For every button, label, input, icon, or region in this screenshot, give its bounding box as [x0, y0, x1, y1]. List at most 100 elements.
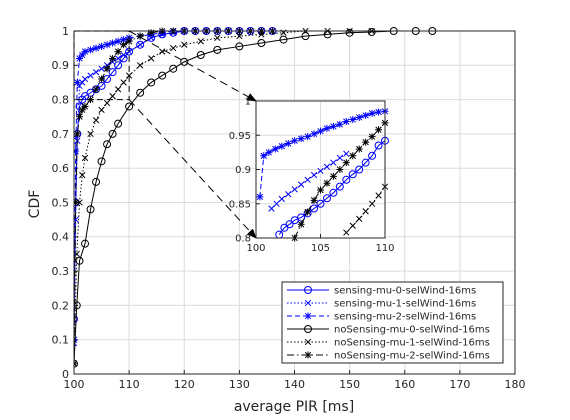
legend-entry: sensing-mu-0-selWind-16ms — [287, 286, 476, 297]
inset-data-point — [297, 220, 305, 228]
data-point — [87, 130, 94, 138]
inset-data-point — [260, 152, 268, 160]
inset-axes: 100 105 110 0.8 0.85 0.9 0.95 1 — [229, 97, 395, 255]
data-point — [98, 106, 105, 114]
legend-label: noSensing-mu-2-selWind-16ms — [334, 351, 490, 362]
inset-data-point — [278, 142, 286, 150]
data-point — [74, 301, 81, 310]
data-point — [125, 102, 134, 111]
legend-marker — [304, 286, 312, 294]
data-point — [235, 42, 244, 51]
inset-data-point — [349, 115, 357, 123]
inset-series-line — [259, 110, 386, 197]
inset-series-0 — [275, 136, 389, 239]
inset-data-point — [304, 208, 312, 216]
data-point — [74, 78, 81, 86]
inset-data-point — [285, 220, 294, 229]
data-point — [136, 40, 145, 49]
inset-data-point — [336, 166, 344, 173]
x-tick-label: 140 — [284, 378, 305, 391]
data-point — [103, 99, 111, 107]
data-point — [136, 32, 144, 40]
legend: sensing-mu-0-selWind-16ms sensing-mu-1-se… — [281, 281, 504, 364]
data-point — [181, 41, 188, 48]
data-point — [92, 69, 100, 76]
zoom-arrow-bottom — [128, 99, 257, 239]
axes-box — [73, 30, 516, 375]
inset-data-point — [336, 154, 344, 162]
inset-data-point — [297, 135, 305, 143]
inset-data-point — [304, 176, 311, 183]
zoom-arrow-top — [128, 30, 257, 102]
inset-data-point — [268, 205, 275, 212]
legend-marker — [304, 299, 312, 307]
inset-data-point — [330, 159, 337, 166]
inset-data-point — [310, 130, 318, 138]
data-point — [197, 38, 204, 45]
data-point — [103, 41, 111, 49]
legend-marker — [304, 325, 312, 333]
legend-label: sensing-mu-2-selWind-16ms — [334, 312, 476, 323]
data-point — [136, 88, 145, 97]
x-tick-label: 180 — [505, 378, 526, 391]
inset-data-point — [335, 182, 344, 191]
data-point — [279, 35, 288, 44]
data-point — [103, 140, 112, 149]
inset-data-point — [362, 138, 370, 146]
inset-series-3 — [343, 183, 389, 236]
inset-data-point — [285, 191, 292, 198]
series-line — [74, 30, 433, 364]
data-point — [136, 62, 144, 69]
inset-data-point — [329, 172, 337, 180]
legend-label: noSensing-mu-0-selWind-16ms — [334, 325, 490, 336]
inset-data-point — [322, 194, 331, 203]
inset-data-point — [278, 195, 285, 203]
x-tick-label: 130 — [229, 378, 250, 391]
inset-data-point — [355, 145, 363, 153]
data-point — [76, 54, 84, 62]
inset-data-point — [317, 186, 324, 194]
data-point — [109, 39, 117, 47]
inset-series-2 — [256, 107, 389, 201]
inset-data-point — [304, 133, 312, 141]
data-point — [78, 51, 86, 59]
data-point — [114, 61, 123, 70]
inset-data-point — [368, 109, 376, 117]
legend-entry: noSensing-mu-2-selWind-16ms — [287, 351, 490, 362]
data-point — [147, 78, 156, 87]
legend-label: noSensing-mu-1-selWind-16ms — [334, 338, 490, 349]
data-point — [76, 113, 84, 121]
data-point — [158, 71, 167, 80]
x-tick-label: 100 — [64, 378, 85, 391]
data-point — [92, 44, 100, 52]
legend-marker — [304, 351, 312, 359]
inset-data-point — [368, 133, 376, 141]
zoom-arrows — [73, 30, 257, 239]
data-point — [74, 315, 78, 324]
inset-data-point — [265, 148, 273, 156]
inset-data-point — [323, 179, 331, 187]
inset-y-tick-label: 0.85 — [229, 199, 251, 210]
inset-axes-box — [255, 100, 386, 239]
data-point — [114, 55, 122, 62]
inset-data-point — [375, 192, 382, 199]
inset-data-point — [291, 137, 299, 145]
data-point — [81, 48, 89, 56]
data-point — [120, 79, 127, 86]
x-axis-label: average PIR [ms] — [234, 399, 354, 415]
inset-data-point — [349, 152, 357, 160]
data-point — [257, 39, 266, 48]
data-point — [367, 28, 376, 37]
inset-data-point — [316, 199, 325, 208]
inset-y-tick-label: 0.8 — [235, 234, 251, 245]
x-tick-label: 120 — [174, 378, 195, 391]
data-point — [114, 37, 122, 45]
inset-data-point — [342, 159, 350, 167]
legend-label: sensing-mu-0-selWind-16ms — [334, 286, 476, 297]
legend-marker — [304, 312, 312, 320]
data-point — [81, 239, 90, 248]
inset-data-point — [310, 196, 318, 204]
inset-data-point — [271, 145, 279, 153]
data-point — [136, 41, 144, 48]
y-tick-label: 1 — [62, 25, 69, 38]
